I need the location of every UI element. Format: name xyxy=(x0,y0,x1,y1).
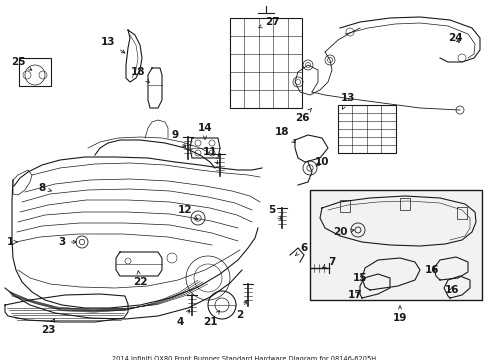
Text: 22: 22 xyxy=(132,271,147,287)
Text: 23: 23 xyxy=(41,319,55,335)
Text: 21: 21 xyxy=(203,311,219,327)
Text: 19: 19 xyxy=(392,306,407,323)
Bar xyxy=(337,105,395,153)
Text: 12: 12 xyxy=(177,205,197,220)
Text: 13: 13 xyxy=(340,93,354,109)
Text: 10: 10 xyxy=(314,157,328,167)
Text: 17: 17 xyxy=(347,290,362,300)
Text: 1: 1 xyxy=(6,237,17,247)
Text: 16: 16 xyxy=(424,265,438,275)
Text: 4: 4 xyxy=(176,310,189,327)
Bar xyxy=(229,18,302,108)
Text: 7: 7 xyxy=(322,257,335,267)
Text: 24: 24 xyxy=(447,33,461,43)
Text: 18: 18 xyxy=(274,127,295,143)
Bar xyxy=(399,198,409,210)
Bar xyxy=(339,200,349,212)
Text: 8: 8 xyxy=(38,183,51,193)
Text: 2014 Infiniti QX80 Front Bumper Standard Hardware Diagram for 08146-6205H: 2014 Infiniti QX80 Front Bumper Standard… xyxy=(112,356,376,360)
Bar xyxy=(456,207,466,219)
Text: 3: 3 xyxy=(58,237,76,247)
Text: 13: 13 xyxy=(101,37,125,53)
Text: 6: 6 xyxy=(295,243,307,256)
Text: 11: 11 xyxy=(203,147,218,164)
Text: 5: 5 xyxy=(268,205,281,219)
Text: 18: 18 xyxy=(130,67,149,82)
Bar xyxy=(19,58,51,86)
Text: 27: 27 xyxy=(258,17,279,28)
Text: 26: 26 xyxy=(294,108,311,123)
Text: 25: 25 xyxy=(11,57,32,70)
Text: 16: 16 xyxy=(444,285,458,295)
Text: 9: 9 xyxy=(171,130,185,147)
Text: 14: 14 xyxy=(197,123,212,139)
Text: 2: 2 xyxy=(236,300,246,320)
Text: 15: 15 xyxy=(352,273,366,283)
Bar xyxy=(309,190,481,300)
Text: 20: 20 xyxy=(332,227,353,237)
